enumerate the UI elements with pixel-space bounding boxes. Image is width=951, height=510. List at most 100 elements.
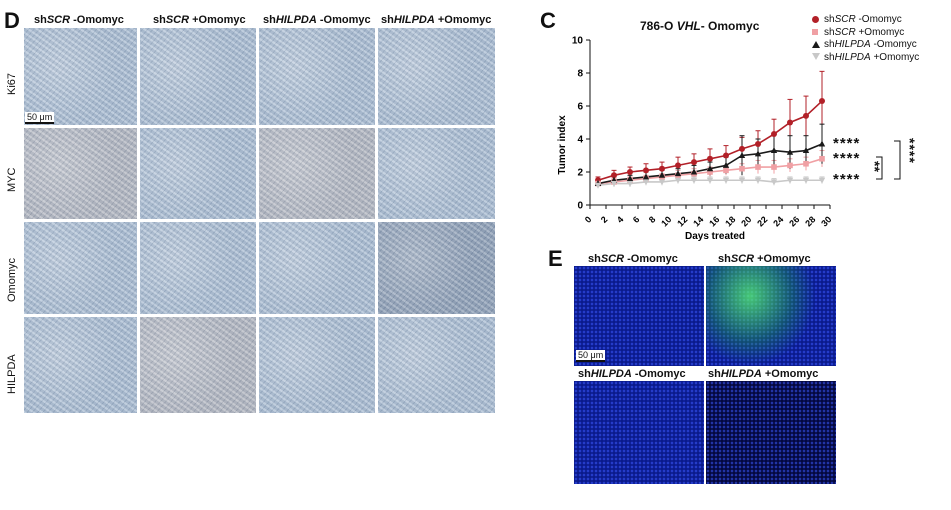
y-tick-label: 10: [572, 36, 584, 47]
data-point: [754, 177, 762, 184]
data-point: [739, 165, 745, 172]
ihc-myc-shscr-minus: [24, 128, 137, 219]
ihc-hilpda-shscr-minus: [24, 317, 137, 413]
ihc-ki67-shscr-minus: [24, 28, 137, 125]
data-point: [770, 179, 778, 186]
data-point: [659, 165, 665, 172]
data-point: [786, 148, 794, 155]
panel-e-scale-bar: 50 μm: [576, 350, 606, 362]
legend-marker-circle-icon: [812, 15, 819, 23]
data-point: [658, 171, 666, 178]
data-point: [803, 112, 809, 119]
data-point: [723, 167, 729, 174]
y-tick-label: 2: [577, 168, 583, 179]
legend-item-2: shSCR +Omomyc: [812, 27, 919, 40]
x-tick-label: 16: [707, 214, 721, 228]
panel-d-row-label-omomyc: Omomyc: [6, 258, 18, 302]
data-point: [611, 172, 617, 179]
data-point: [754, 150, 762, 157]
ihc-myc-shhilpda-minus: [259, 128, 375, 219]
data-point: [690, 168, 698, 175]
significance-label-4: **: [867, 161, 883, 172]
data-point: [787, 162, 793, 169]
ihc-myc-shscr-plus: [140, 128, 256, 219]
legend-marker-triangle-icon: [812, 40, 820, 48]
legend-item-1: shSCR -Omomyc: [812, 14, 919, 27]
data-point: [818, 140, 826, 147]
panel-d-row-label-ki67: Ki67: [6, 72, 18, 95]
y-tick-label: 8: [577, 69, 583, 80]
data-point: [738, 177, 746, 184]
data-point: [706, 165, 714, 172]
significance-label-2: ****: [833, 150, 861, 167]
x-tick-label: 24: [771, 214, 785, 228]
panel-d-col-header-1: shSCR -Omomyc: [34, 14, 124, 26]
if-shscr-minus: [574, 266, 704, 366]
significance-brackets: [876, 140, 901, 180]
x-tick-label: 2: [599, 214, 610, 225]
x-tick-label: 30: [819, 214, 833, 228]
panel-d-letter: D: [4, 8, 20, 33]
y-tick-label: 4: [577, 135, 583, 146]
data-point: [755, 164, 761, 170]
x-tick-label: 18: [723, 214, 737, 228]
panel-d-col-header-4: shHILPDA +Omomyc: [381, 14, 492, 26]
bracket-inner: [876, 156, 883, 180]
if-shhilpda-plus: [706, 381, 836, 484]
x-tick-label: 8: [647, 214, 658, 225]
data-point: [723, 152, 729, 159]
data-point: [722, 177, 730, 184]
data-point: [642, 179, 650, 186]
panel-c-letter: C: [540, 8, 556, 33]
chart-title: 786-O VHL- Omomyc: [640, 19, 760, 33]
data-point: [691, 159, 697, 166]
panel-e-header-1: shSCR -Omomyc: [588, 253, 678, 265]
data-point: [739, 145, 745, 152]
ihc-omomyc-shscr-plus: [140, 222, 256, 314]
data-point: [658, 179, 666, 186]
significance-label-5: ****: [902, 138, 918, 164]
data-point: [643, 167, 649, 174]
data-point: [787, 119, 793, 126]
data-point: [675, 162, 681, 169]
data-point: [722, 161, 730, 168]
x-tick-label: 26: [787, 214, 801, 228]
y-tick-label: 6: [577, 102, 583, 113]
data-point: [594, 182, 602, 189]
y-axis-label: Tumor index: [557, 115, 568, 175]
panel-d-row-label-myc: MYC: [6, 167, 18, 192]
legend-item-4: shHILPDA +Omomyc: [812, 52, 919, 65]
data-point: [707, 169, 713, 175]
x-tick-label: 28: [803, 214, 817, 228]
data-point: [706, 177, 714, 184]
x-axis-label: Days treated: [685, 231, 745, 242]
panel-d-col-header-3: shHILPDA -Omomyc: [263, 14, 371, 26]
data-point: [674, 177, 682, 184]
panel-d-col-header-2: shSCR +Omomyc: [153, 14, 246, 26]
data-point: [738, 152, 746, 158]
ihc-ki67-shhilpda-plus: [378, 28, 495, 125]
data-point: [674, 170, 682, 177]
data-point: [802, 147, 810, 154]
data-point: [626, 181, 634, 188]
data-point: [642, 173, 650, 180]
ihc-omomyc-shhilpda-minus: [259, 222, 375, 314]
ihc-hilpda-shscr-plus: [140, 317, 256, 413]
data-point: [690, 177, 698, 184]
x-tick-label: 4: [615, 214, 626, 225]
panel-e-header-3: shHILPDA -Omomyc: [578, 368, 686, 380]
panel-e-header-2: shSCR +Omomyc: [718, 253, 811, 265]
legend-marker-triangle-down-icon: [812, 53, 820, 61]
legend-item-3: shHILPDA -Omomyc: [812, 39, 919, 52]
x-tick-label: 12: [675, 214, 689, 228]
data-point: [802, 177, 810, 184]
if-green-signal: [706, 266, 816, 366]
data-point: [610, 181, 618, 188]
x-tick-label: 20: [739, 214, 753, 228]
panel-e-header-4: shHILPDA +Omomyc: [708, 368, 819, 380]
ihc-hilpda-shhilpda-minus: [259, 317, 375, 413]
ihc-myc-shhilpda-plus: [378, 128, 495, 219]
data-point: [707, 155, 713, 162]
x-tick-label: 10: [659, 214, 673, 228]
